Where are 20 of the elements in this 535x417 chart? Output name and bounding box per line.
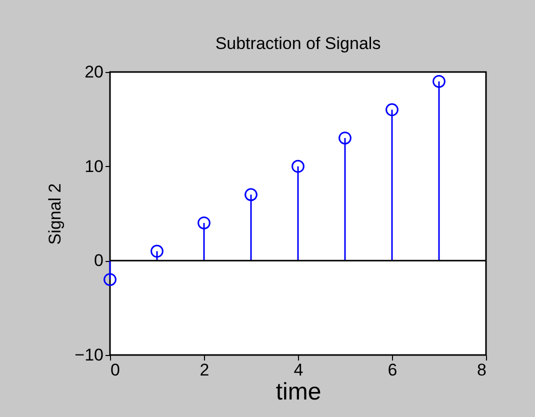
x-tick-label: 0 — [110, 360, 120, 380]
x-axis-title: time — [276, 378, 322, 406]
y-axis-title: Signal 2 — [46, 183, 65, 245]
y-tick-label: 20 — [84, 62, 104, 82]
point — [150, 244, 164, 258]
chart-title: Subtraction of Signals — [215, 34, 381, 53]
point — [104, 273, 116, 286]
point — [386, 103, 398, 116]
y-tick-label: −10 — [74, 346, 104, 364]
x-tick-label: 8 — [477, 360, 486, 380]
point — [198, 216, 210, 230]
x-tick-label: 6 — [388, 360, 398, 380]
point — [338, 132, 352, 144]
point — [292, 160, 304, 173]
y-tick-label: 10 — [84, 156, 104, 176]
point — [244, 188, 258, 202]
point — [432, 74, 446, 88]
x-tick-label: 4 — [294, 360, 304, 380]
x-tick-label: 2 — [200, 360, 210, 380]
y-tick-label: 0 — [94, 251, 104, 270]
